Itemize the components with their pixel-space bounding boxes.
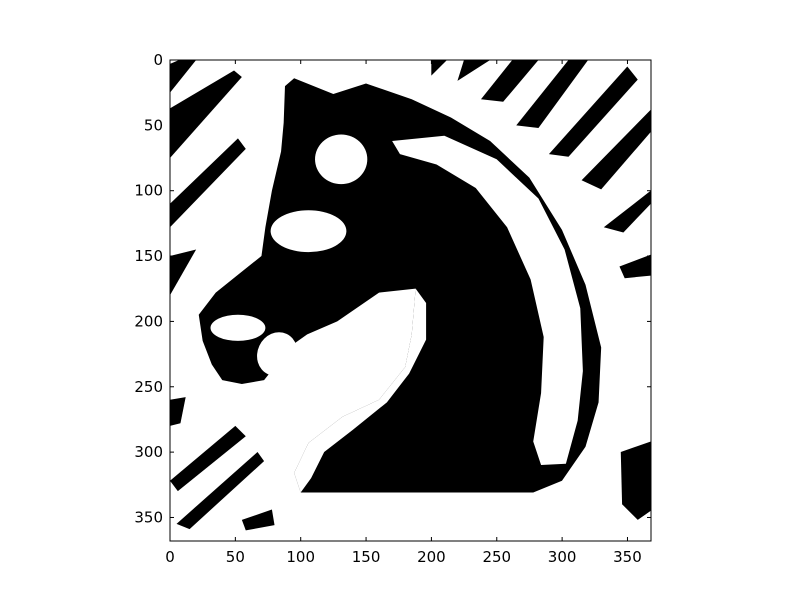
x-tick-label: 300 (548, 548, 577, 566)
x-tick-label: 250 (482, 548, 511, 566)
x-tick-label: 200 (417, 548, 446, 566)
x-tick-label: 350 (613, 548, 642, 566)
y-tick-label: 300 (134, 443, 163, 461)
x-tick-label: 100 (286, 548, 315, 566)
x-tick-label: 0 (165, 548, 175, 566)
plot-frame (169, 59, 652, 542)
y-tick-label: 50 (144, 116, 163, 134)
y-axis: 0 50 100 150 200 250 300 350 (134, 51, 651, 526)
x-tick-label: 150 (352, 548, 381, 566)
y-tick-label: 0 (153, 51, 163, 69)
y-tick-label: 150 (134, 247, 163, 265)
x-tick-label: 50 (226, 548, 245, 566)
binary-image (170, 60, 651, 541)
y-tick-label: 250 (134, 378, 163, 396)
y-tick-label: 100 (134, 182, 163, 200)
y-tick-label: 350 (134, 508, 163, 526)
x-axis: 0 50 100 150 200 250 300 350 (165, 60, 642, 566)
y-tick-label: 200 (134, 312, 163, 330)
